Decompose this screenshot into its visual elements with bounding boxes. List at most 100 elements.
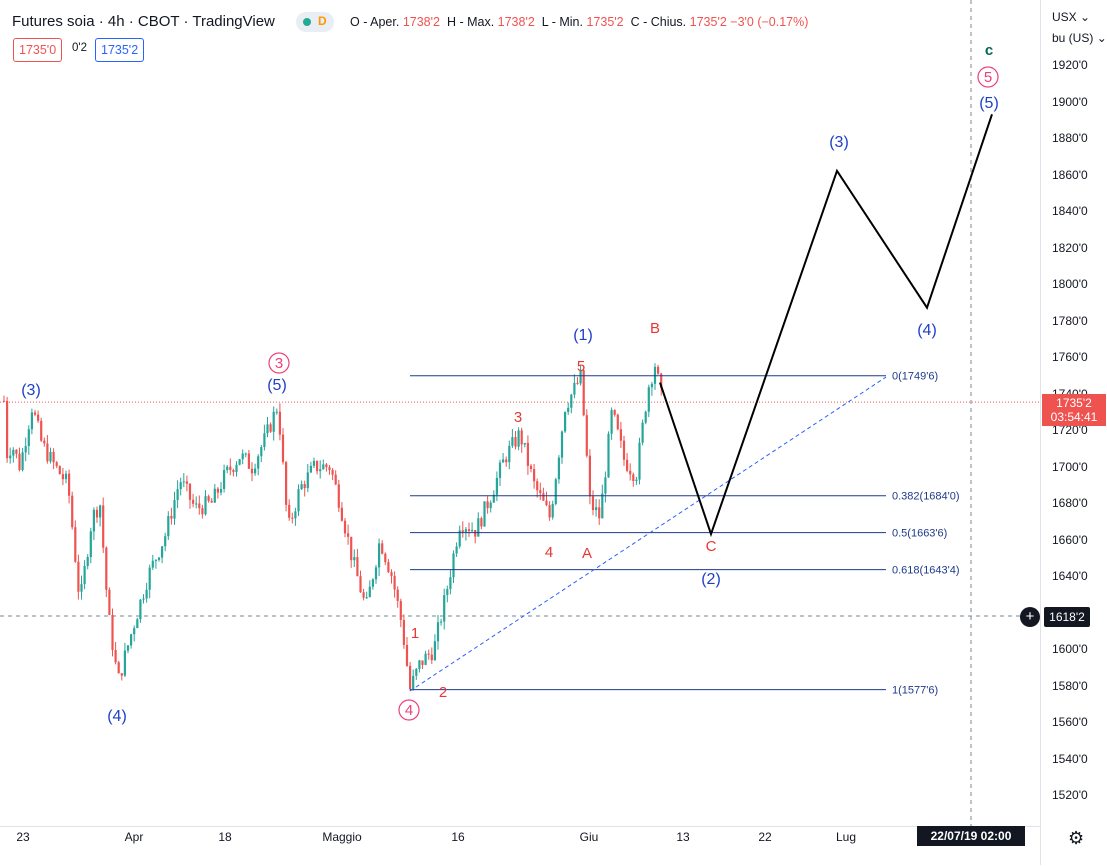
wave-label-circle <box>398 699 420 721</box>
candle-body <box>213 488 216 503</box>
candle-body <box>529 465 533 470</box>
candle-body <box>297 489 300 512</box>
candle-body <box>207 496 210 501</box>
candle-body <box>461 530 464 532</box>
candle-body <box>111 614 114 651</box>
candle-body <box>396 589 399 601</box>
candle-body <box>576 382 579 384</box>
chart-header: Futures soia · 4h · CBOT · TradingView D… <box>0 0 1040 44</box>
candle-body <box>303 484 306 489</box>
wave-label: (1) <box>573 327 593 344</box>
price-chart[interactable]: 0(1749'6) 0.382(1684'0) 0.5(1663'6) 0.618(1… <box>0 0 1040 826</box>
candle-body <box>272 411 275 432</box>
candle-body <box>551 503 554 518</box>
candle-body <box>288 504 291 518</box>
add-alert-plus-icon[interactable]: + <box>1020 607 1040 627</box>
candle-body <box>235 464 238 472</box>
sell-price-button[interactable]: 1735'0 <box>13 38 63 62</box>
candle-body <box>170 515 173 519</box>
candle-body <box>80 584 83 592</box>
price-tick-label: 1580'0 <box>1052 678 1088 693</box>
wave-label: 3 <box>275 355 283 372</box>
candle-body <box>157 557 161 560</box>
candle-body <box>629 470 632 475</box>
candle-body <box>464 529 467 532</box>
candle-body <box>421 660 424 665</box>
candle-body <box>467 529 471 532</box>
candle-body <box>83 565 86 585</box>
candle-body <box>638 442 641 480</box>
bar-countdown: 03:54:41 <box>1050 410 1098 424</box>
candle-body <box>219 488 223 493</box>
unit-selector[interactable]: bu (US) ⌄ <box>1052 31 1107 45</box>
candle-body <box>635 479 638 482</box>
symbol-title[interactable]: Futures soia · 4h · CBOT · TradingView <box>12 13 275 30</box>
candle-body <box>126 645 130 651</box>
wave-label: 4 <box>545 544 553 561</box>
candle-body <box>33 412 37 415</box>
low-value: 1735'2 <box>586 15 624 29</box>
candle-body <box>489 502 492 509</box>
candle-body <box>275 411 278 413</box>
open-value: 1738'2 <box>402 15 440 29</box>
candle-body <box>415 668 418 676</box>
high-label: H - Max. <box>446 15 495 29</box>
price-tick-label: 1900'0 <box>1052 94 1088 109</box>
candle-body <box>334 474 337 485</box>
candle-body <box>281 434 285 463</box>
wave-label-circle <box>977 66 999 88</box>
candle-body <box>86 557 89 566</box>
candle-body <box>319 469 322 472</box>
currency-selector[interactable]: USX ⌄ <box>1052 10 1090 24</box>
price-tick-label: 1800'0 <box>1052 277 1088 291</box>
candle-body <box>657 366 660 374</box>
buy-price-button[interactable]: 1735'2 <box>95 38 145 62</box>
candle-body <box>188 483 192 500</box>
candle-body <box>201 508 204 515</box>
price-tick-label: 1660'0 <box>1052 532 1088 547</box>
time-axis[interactable] <box>0 826 1040 866</box>
candle-body <box>250 468 254 474</box>
chevron-down-icon: ⌄ <box>1096 31 1107 45</box>
price-tick-label: 1820'0 <box>1052 240 1088 255</box>
candle-body <box>179 482 182 490</box>
candle-body <box>368 586 371 598</box>
candle-body <box>6 400 9 459</box>
change-value: −3'0 (−0.17%) <box>730 15 809 29</box>
wave-label: 3 <box>514 409 522 426</box>
candle-body <box>579 370 582 384</box>
market-status-badge[interactable]: D <box>296 12 334 32</box>
candle-body <box>322 464 325 470</box>
candle-body <box>198 503 201 509</box>
candle-body <box>536 481 539 491</box>
candle-body <box>343 520 347 534</box>
candle-body <box>114 650 117 663</box>
candle-body <box>15 449 18 454</box>
fib-level-label: 0.618(1643'4) <box>892 565 960 577</box>
gear-icon[interactable]: ⚙ <box>1068 828 1085 848</box>
candle-body <box>232 470 235 472</box>
open-label: O - Aper. <box>350 15 400 29</box>
candle-body <box>161 546 164 558</box>
candle-body <box>291 517 294 519</box>
candle-body <box>142 598 145 600</box>
ohlc-readout: O - Aper. 1738'2 H - Max. 1738'2 L - Min… <box>350 15 808 29</box>
price-axis[interactable] <box>1040 0 1107 865</box>
price-tick-label: 1720'0 <box>1052 423 1088 437</box>
candle-body <box>508 445 511 463</box>
candle-body <box>92 509 95 532</box>
candle-body <box>52 451 55 463</box>
candle-body <box>520 430 523 445</box>
candle-body <box>477 518 480 537</box>
candle-body <box>424 653 427 665</box>
candle-body <box>573 382 576 395</box>
candle-body <box>154 559 157 561</box>
candle-body <box>77 561 80 592</box>
candle-body <box>582 370 585 416</box>
candle-body <box>216 488 219 493</box>
unit-label: bu (US) <box>1052 31 1094 45</box>
candle-body <box>49 451 52 462</box>
candle-body <box>471 530 474 532</box>
price-tick-label: 1700'0 <box>1052 459 1088 474</box>
candle-body <box>226 466 229 471</box>
